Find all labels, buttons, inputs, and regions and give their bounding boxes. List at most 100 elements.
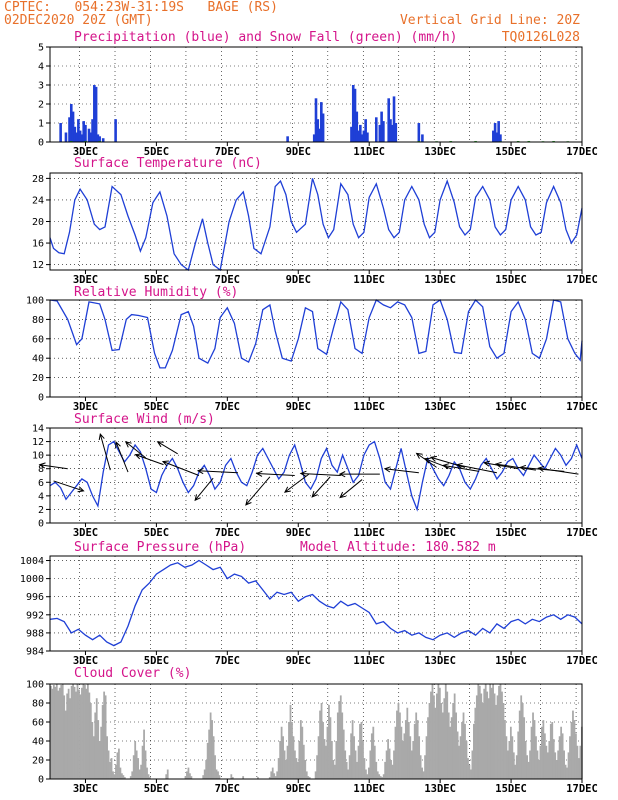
precip-bar-blue (64, 132, 68, 142)
cloud-cover-bar (100, 726, 103, 779)
x-tick-label: 15DEC (495, 527, 527, 539)
precip-bar-blue (87, 128, 91, 142)
cloud-cover-bar (72, 684, 74, 779)
wind-panel: 0 2 4 6 8 10 12 14 3DEC 5DEC 7DEC 9DEC 11DEC 13DEC 15D… (32, 412, 598, 539)
cloud-cover-bar (110, 758, 113, 779)
cloud-cover-bar (325, 745, 327, 779)
cloud-cover-bar (363, 758, 366, 779)
x-tick-label: 13DEC (424, 527, 456, 539)
wind-vector-arrow (383, 466, 419, 474)
cloud-cover-bar (456, 731, 459, 779)
cloud-cover-bar (418, 736, 421, 779)
cloud-cover-bar (115, 764, 117, 779)
x-tick-label: 13DEC (424, 783, 456, 795)
precip-bar-blue (392, 96, 396, 142)
cloud-cover-bar (576, 745, 579, 779)
cloud-cover-bar (103, 691, 106, 779)
cloud-cover-bar (292, 736, 295, 779)
y-tick-label: 0 (38, 138, 44, 149)
precip-bar-blue (101, 138, 105, 142)
precip-bar-blue (492, 130, 495, 142)
cloud-cover-bar (202, 775, 205, 779)
cloud-cover-bar (205, 760, 208, 779)
cloud-cover-bar (560, 726, 563, 779)
precip-bar-blue (382, 121, 385, 142)
cloud-cover-bar (554, 752, 557, 779)
cloud-cover-bar (348, 755, 351, 779)
cloud-cover-bar (471, 750, 474, 779)
cloud-cover-bar (84, 684, 86, 779)
cloud-cover-bar (60, 684, 63, 779)
x-tick-label: 3DEC (73, 527, 98, 539)
precip-bar-blue (357, 130, 360, 142)
y-tick-label: 4 (38, 491, 44, 502)
cloud-cover-bar (523, 717, 526, 779)
cloud-cover-bar (320, 703, 323, 779)
cloud-cover-bar (212, 736, 215, 779)
x-tick-label: 5DEC (144, 655, 169, 667)
cloud-cover-bar (344, 750, 347, 779)
cloud-cover-bar (367, 767, 370, 779)
precip-bar-blue (82, 121, 85, 142)
cloud-cover-bar (326, 726, 329, 779)
cloud-cover-bar (218, 775, 221, 779)
precip-bar-blue (80, 134, 84, 142)
cloud-cover-bar (558, 736, 561, 779)
cloud-cover-bar (104, 695, 107, 779)
cloud-cover-bar (271, 767, 274, 779)
x-tick-label: 3DEC (73, 783, 98, 795)
cloud-cover-bar (459, 736, 462, 779)
y-tick-label: 12 (32, 260, 44, 271)
cloud-cover-bar (535, 736, 537, 779)
cloud-cover-bar (496, 695, 499, 779)
cloud-cover-bar (372, 726, 375, 779)
cloud-cover-bar (433, 695, 435, 779)
cloud-cover-bar (419, 755, 422, 779)
precip-frame (49, 46, 583, 143)
cloud-cover-bar (464, 723, 466, 779)
header-location: CPTEC: 054:23W-31:19S BAGE (RS) (4, 0, 278, 15)
cloud-cover-bar (530, 726, 533, 779)
cloud-cover-bar (391, 764, 394, 779)
cloud-cover-bar (502, 703, 505, 779)
precip-bar-blue (362, 130, 366, 142)
cloud-cover-bar (428, 703, 431, 779)
x-tick-label: 7DEC (215, 655, 240, 667)
cloud-cover-bar (410, 750, 413, 779)
cloud-cover-bar (58, 687, 61, 779)
cloud-cover-bar (350, 733, 353, 779)
cloud-cover-bar (506, 750, 509, 779)
precip-bar-blue (73, 126, 77, 142)
cloud-cover-bar (335, 741, 338, 779)
cloud-cover-bar (76, 684, 79, 779)
cloud-cover-bar (518, 710, 521, 779)
x-tick-label: 5DEC (144, 401, 169, 413)
cloud-cover-bar (477, 684, 480, 779)
cloud-cover-bar (357, 745, 360, 779)
x-tick-label: 9DEC (286, 146, 311, 158)
cloud-cover-bar (376, 771, 379, 779)
pressure-panel: 984 988 992 996 1000 1004 3DEC 5DEC 7DEC 9DEC 11DE… (20, 540, 598, 667)
cloud-cover-bar (360, 722, 363, 779)
cloud-cover-bar (437, 684, 440, 779)
precip-bar-blue (493, 123, 497, 142)
x-tick-label: 3DEC (73, 401, 98, 413)
x-tick-label: 13DEC (424, 655, 456, 667)
rh-frame (49, 299, 583, 398)
cloud-cover-bar (107, 750, 110, 779)
cloud-cover-bar (118, 748, 120, 779)
cloud-cover-bar (353, 736, 355, 779)
cloud-cover-bar (515, 755, 518, 779)
cloud-cover-bar (189, 773, 191, 779)
cloud-cover-bar (322, 722, 324, 779)
y-tick-label: 988 (26, 628, 44, 639)
cloud-cover-bar (73, 686, 76, 779)
cloud-cover-bar (434, 707, 437, 779)
pressure-frame (49, 555, 583, 652)
x-tick-label: 15DEC (495, 655, 527, 667)
wind-series-line (49, 440, 583, 512)
cloud-cover-bar (295, 758, 298, 779)
cloud-cover-bar (305, 771, 308, 779)
cloud-cover-bar (359, 723, 361, 779)
cloud-cover-bar (436, 693, 438, 779)
